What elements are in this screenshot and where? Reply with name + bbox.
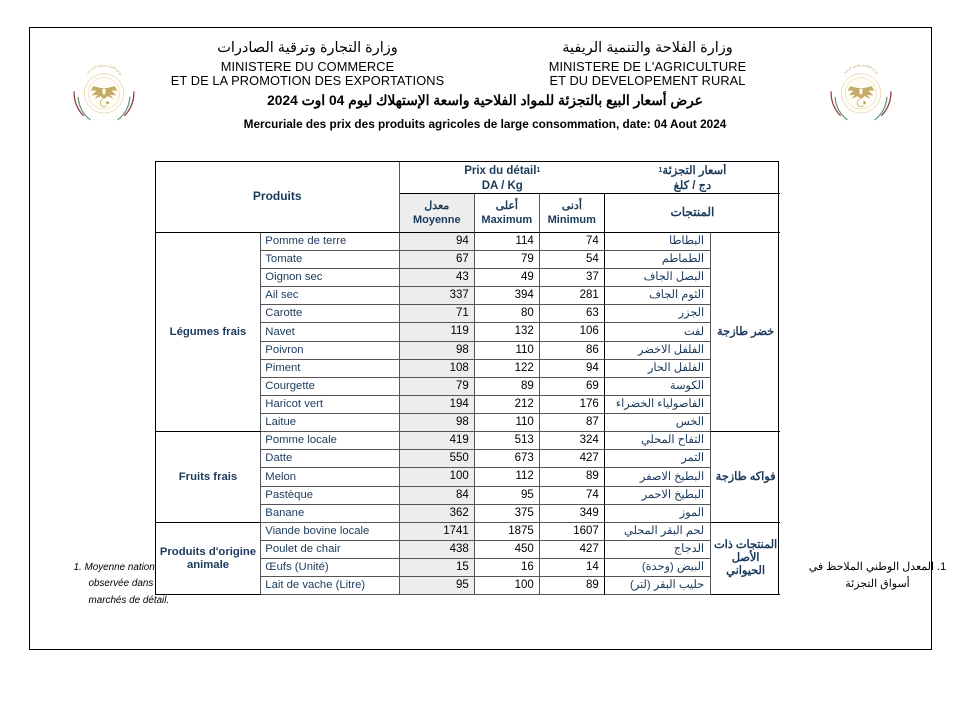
svg-text:وزارة الفلاحة والتنمية الريفية: وزارة الفلاحة والتنمية الريفية [842, 63, 879, 75]
